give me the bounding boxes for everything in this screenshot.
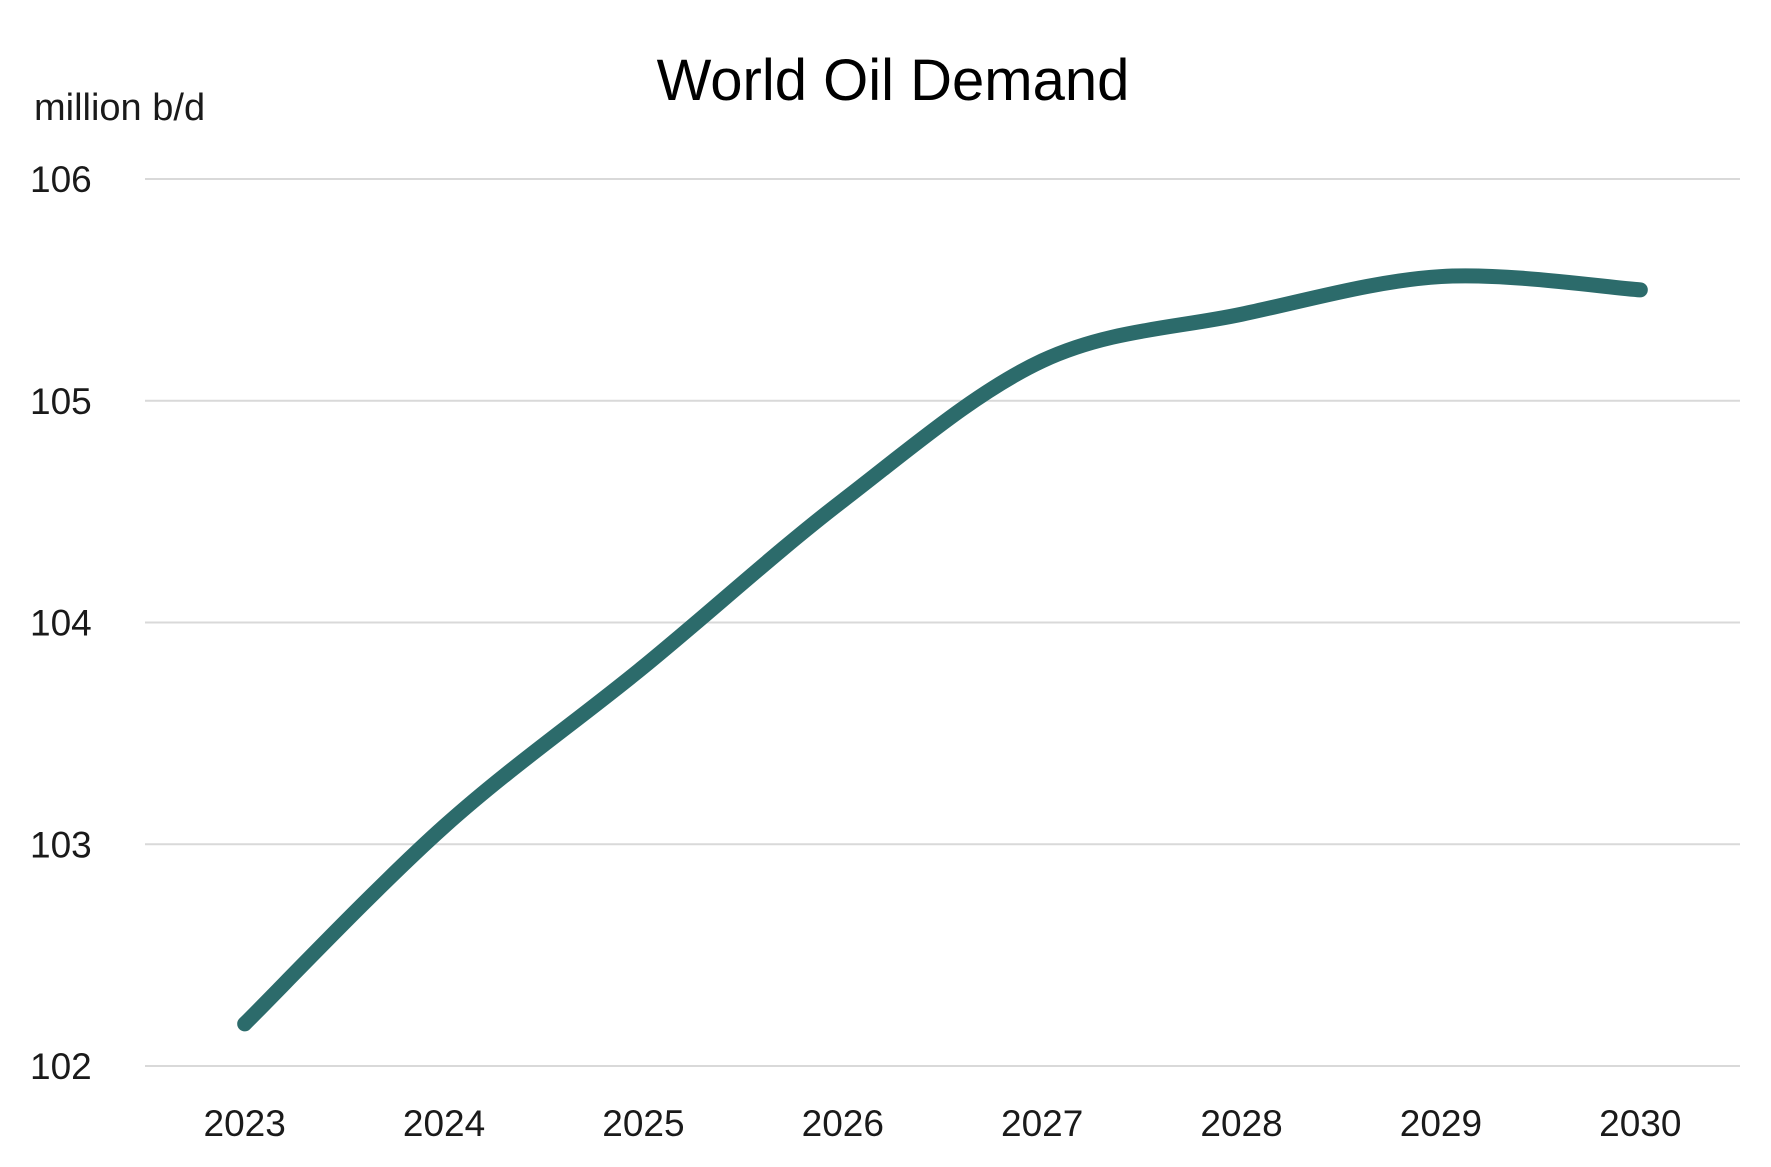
x-tick-label: 2026: [802, 1103, 884, 1144]
y-axis-ticks: 102 103 104 105 106: [30, 159, 92, 1087]
y-axis-unit-label: million b/d: [34, 87, 205, 129]
x-tick-label: 2030: [1599, 1103, 1681, 1144]
x-tick-label: 2029: [1400, 1103, 1482, 1144]
gridlines: [145, 178, 1740, 1067]
chart-title: World Oil Demand: [657, 48, 1130, 113]
y-tick-label: 102: [30, 1046, 92, 1087]
y-tick-label: 104: [30, 603, 92, 644]
x-tick-label: 2023: [204, 1103, 286, 1144]
series-line-0: [237, 268, 1648, 1032]
x-axis-ticks: 2023 2024 2025 2026 2027 2028 2029 2030: [204, 1103, 1682, 1144]
x-tick-label: 2027: [1001, 1103, 1083, 1144]
y-tick-label: 103: [30, 824, 92, 865]
series-layer: [237, 268, 1648, 1032]
x-tick-label: 2024: [403, 1103, 485, 1144]
y-tick-label: 105: [30, 381, 92, 422]
x-tick-label: 2028: [1200, 1103, 1282, 1144]
x-tick-label: 2025: [602, 1103, 684, 1144]
y-tick-label: 106: [30, 159, 92, 200]
